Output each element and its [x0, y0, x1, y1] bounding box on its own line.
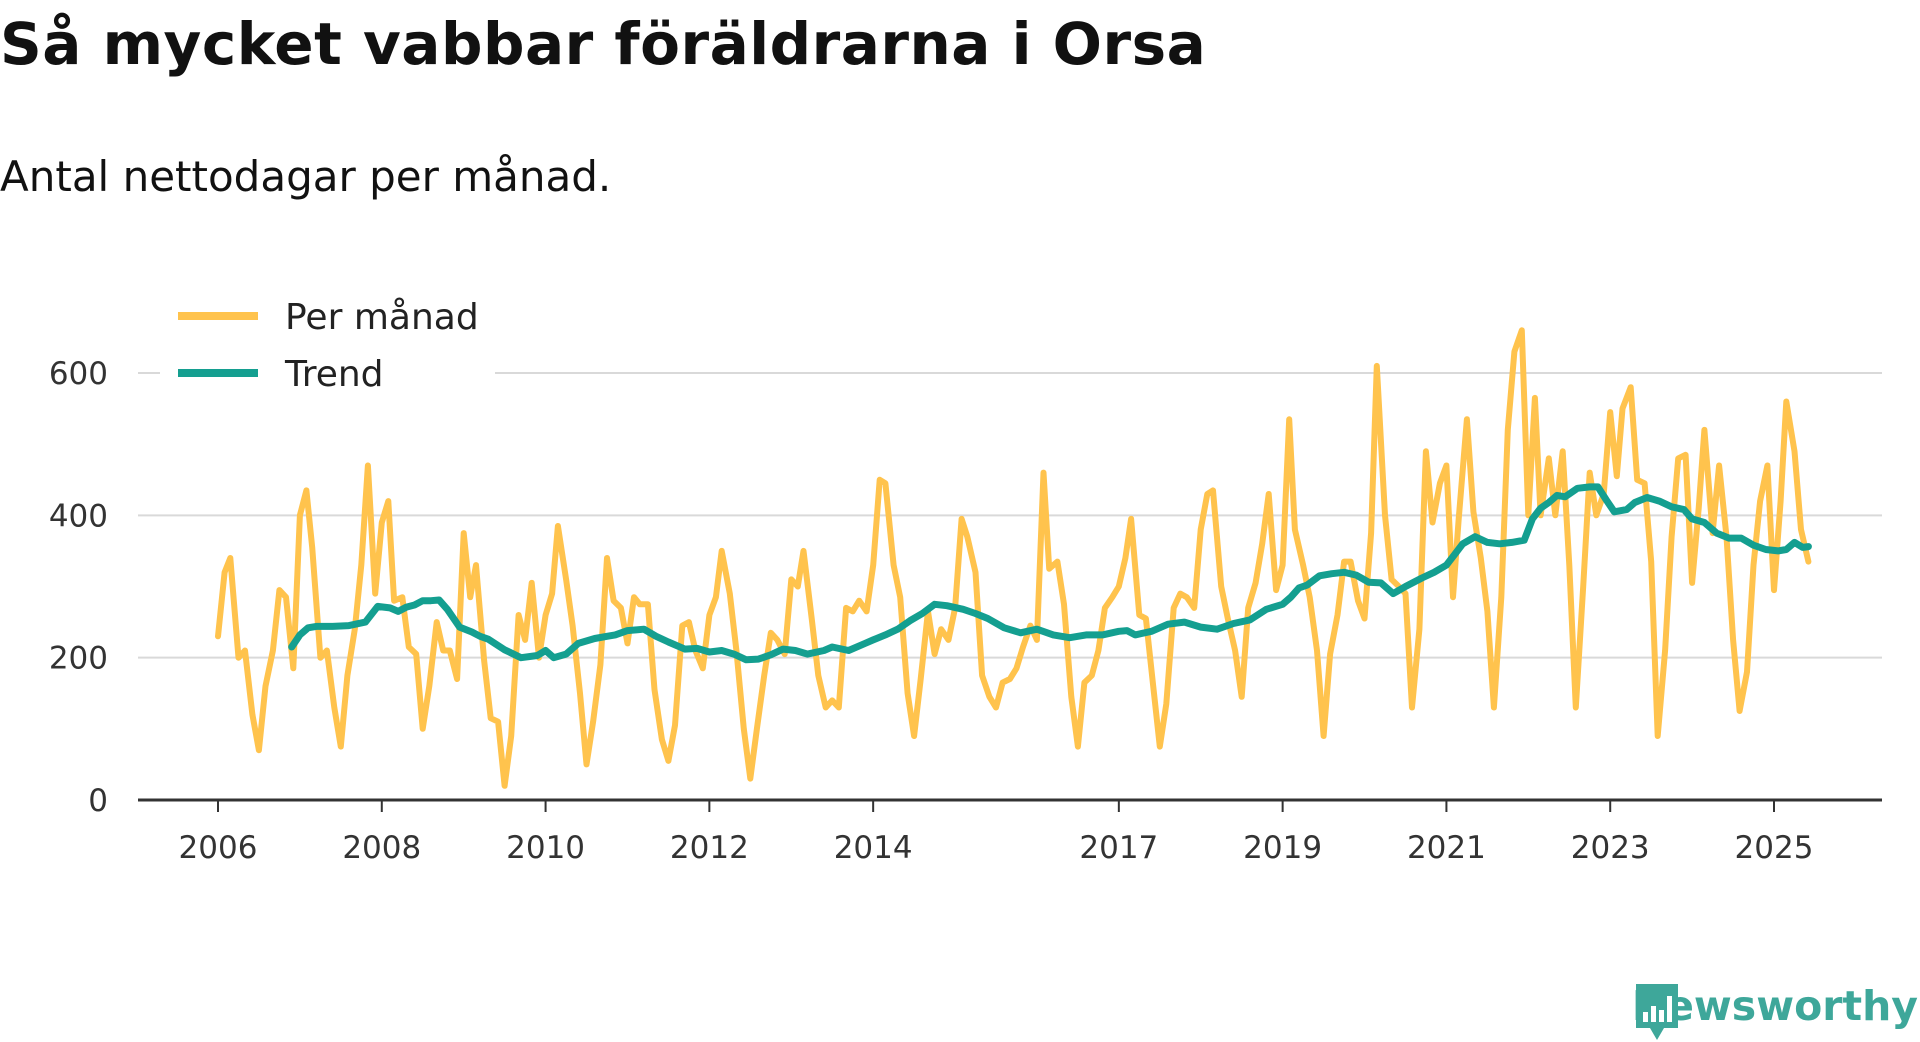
legend-label: Per månad — [285, 297, 479, 338]
x-tick-label: 2014 — [834, 830, 913, 866]
y-axis-ticks: 0 200 400 600 — [49, 356, 108, 819]
legend-background — [160, 290, 495, 400]
x-tick-label: 2012 — [670, 830, 749, 866]
legend: Per månad Trend — [160, 290, 495, 400]
brand-name: Newsworthy — [1631, 982, 1918, 1030]
x-tick-label: 2021 — [1407, 830, 1486, 866]
bar-chart-logo-icon — [1635, 984, 1678, 1040]
series-line-trend — [288, 483, 1812, 664]
page-title: Så mycket vabbar föräldrarna i Orsa — [0, 10, 1207, 78]
x-axis: 2006 2008 2010 2012 2014 2017 2019 2021 2023 2025 — [138, 798, 1882, 866]
x-tick-label: 2010 — [506, 830, 585, 866]
y-tick-label: 0 — [88, 783, 108, 819]
x-tick-label: 2025 — [1735, 830, 1814, 866]
x-tick-label: 2006 — [179, 830, 258, 866]
x-tick-label: 2008 — [342, 830, 421, 866]
legend-label: Trend — [284, 354, 384, 395]
y-tick-label: 400 — [49, 498, 108, 534]
x-tick-label: 2023 — [1571, 830, 1650, 866]
x-tick-label: 2017 — [1079, 830, 1158, 866]
page-subtitle: Antal nettodagar per månad. — [0, 152, 612, 201]
series-lines — [215, 327, 1812, 789]
y-tick-label: 600 — [49, 356, 108, 392]
brand-logo: Newsworthy — [1631, 982, 1918, 1040]
y-tick-label: 200 — [49, 641, 108, 677]
x-tick-label: 2019 — [1243, 830, 1322, 866]
